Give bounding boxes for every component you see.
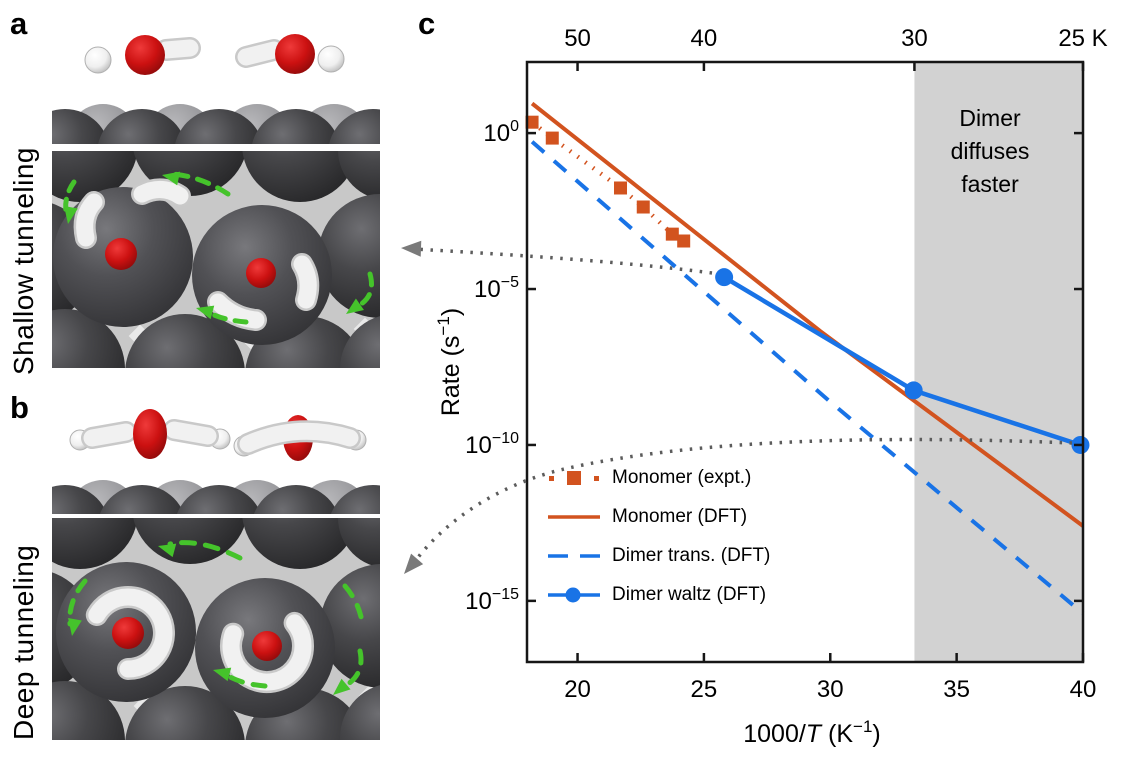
hydrogen-delocalized-rings bbox=[85, 586, 314, 694]
rotation-arrow-icon bbox=[63, 171, 374, 325]
series-dimer-trans-dft-line bbox=[530, 140, 1085, 615]
rotation-arrow-icon bbox=[67, 540, 365, 695]
x-tick-label: 25 bbox=[691, 676, 718, 703]
data-point-marker bbox=[677, 234, 691, 248]
y-tick-label: 10−5 bbox=[474, 274, 519, 303]
data-point-marker bbox=[614, 181, 628, 195]
chart-legend: Monomer (expt.) Monomer (DFT) Dimer trans.… bbox=[546, 458, 770, 614]
x-axis-label: 1000/T (K−1) bbox=[743, 717, 881, 748]
legend-marker-icon bbox=[548, 514, 600, 519]
y-tick-label: 10−15 bbox=[465, 586, 519, 615]
plot-frame bbox=[525, 60, 1085, 664]
legend-item-dimer-waltz-dft: Dimer waltz (DFT) bbox=[546, 575, 770, 614]
panel-a-artwork bbox=[52, 34, 380, 368]
data-point-marker bbox=[545, 131, 559, 145]
metal-surface-top-view-a bbox=[52, 151, 380, 368]
legend-item-dimer-trans-dft: Dimer trans. (DFT) bbox=[546, 536, 770, 575]
y-tick-label: 10−10 bbox=[465, 430, 519, 459]
legend-label: Monomer (expt.) bbox=[612, 466, 752, 488]
temperature-tick-label: 50 bbox=[564, 25, 591, 52]
legend-item-monomer-dft: Monomer (DFT) bbox=[546, 497, 770, 536]
water-dimer-side-view-b bbox=[69, 409, 367, 461]
data-point-marker bbox=[636, 200, 650, 214]
oxygen-atom bbox=[133, 409, 167, 459]
oxygen-atom bbox=[246, 258, 276, 288]
legend-label: Dimer trans. (DFT) bbox=[612, 544, 771, 566]
data-point-marker bbox=[904, 381, 923, 400]
data-point-marker bbox=[525, 115, 539, 129]
shaded-region-label: Dimer diffuses faster bbox=[950, 105, 1030, 197]
series-dimer-trans-dft bbox=[530, 140, 1085, 615]
legend-marker-icon bbox=[548, 553, 600, 558]
oxygen-atom bbox=[112, 617, 144, 649]
legend-item-monomer-expt: Monomer (expt.) bbox=[546, 458, 770, 497]
panel-b-label: b bbox=[10, 390, 29, 425]
temperature-tick-label: 40 bbox=[691, 25, 718, 52]
data-point-marker bbox=[715, 268, 734, 287]
shallow-tunneling-label: Shallow tunneling bbox=[8, 147, 39, 375]
hydrogen-smeared-tube bbox=[239, 422, 359, 453]
series-monomer-expt bbox=[525, 115, 691, 248]
x-tick-label: 40 bbox=[1070, 676, 1097, 703]
water-dimer-side-view-a bbox=[84, 34, 345, 75]
hydrogen-capsule bbox=[157, 39, 199, 59]
metal-surface-top-view-b bbox=[52, 518, 380, 740]
hydrogen-atom bbox=[317, 45, 345, 73]
data-point-marker bbox=[665, 227, 679, 241]
x-tick-label: 20 bbox=[564, 676, 591, 703]
series-monomer-dft-line bbox=[530, 101, 1085, 528]
oxygen-atom bbox=[105, 238, 137, 270]
y-tick-label: 100 bbox=[483, 118, 519, 147]
metal-surface-side-view-a bbox=[52, 104, 380, 144]
panel-c-label: c bbox=[418, 6, 436, 41]
hydrogen-capsules-top-view bbox=[73, 178, 320, 331]
temperature-tick-label: 25 K bbox=[1058, 25, 1107, 52]
arrow-to-panel-a-icon bbox=[401, 240, 713, 275]
metal-surface-side-view-b bbox=[52, 480, 380, 514]
legend-label: Monomer (DFT) bbox=[612, 505, 748, 527]
shaded-region bbox=[914, 63, 1082, 661]
deep-tunneling-label: Deep tunneling bbox=[8, 544, 39, 740]
x-tick-label: 30 bbox=[817, 676, 844, 703]
hydrogen-capsule bbox=[83, 423, 135, 447]
legend-marker-icon bbox=[548, 587, 600, 602]
panel-b-artwork bbox=[52, 409, 380, 740]
series-monomer-dft bbox=[530, 101, 1085, 528]
hydrogen-atom bbox=[84, 46, 112, 74]
y-axis-label: Rate (s−1) bbox=[434, 308, 465, 416]
panel-a-label: a bbox=[10, 6, 28, 41]
hydrogen-capsule bbox=[165, 421, 217, 445]
oxygen-atom bbox=[275, 34, 315, 74]
hydrogen-capsule bbox=[237, 41, 283, 66]
arrow-to-panel-b-icon bbox=[404, 437, 1073, 574]
x-tick-label: 35 bbox=[943, 676, 970, 703]
legend-label: Dimer waltz (DFT) bbox=[612, 583, 767, 605]
oxygen-atom bbox=[252, 631, 282, 661]
oxygen-atom bbox=[125, 35, 165, 75]
temperature-tick-label: 30 bbox=[901, 25, 928, 52]
legend-marker-icon bbox=[549, 470, 599, 485]
